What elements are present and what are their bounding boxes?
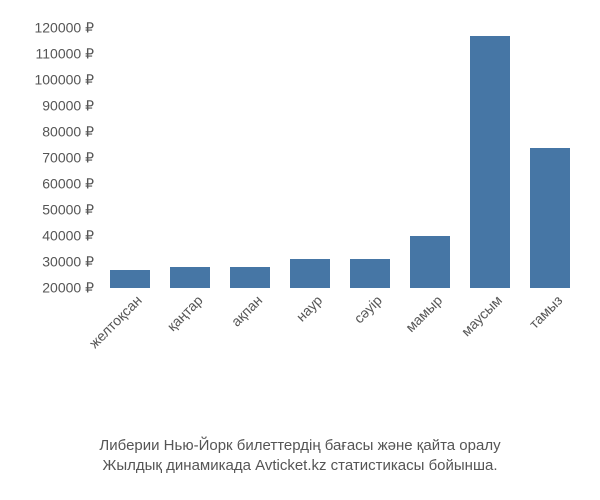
y-tick-label: 110000 ₽	[36, 46, 94, 63]
x-axis: желтоқсанқаңтарақпаннаурсәуірмамырмаусым…	[100, 292, 580, 392]
y-tick-label: 120000 ₽	[34, 20, 94, 37]
bar	[530, 148, 570, 288]
x-tick-label: тамыз	[526, 292, 566, 332]
x-tick-label: желтоқсан	[86, 292, 145, 351]
bar	[230, 267, 270, 288]
x-tick-label: мамыр	[402, 292, 445, 335]
x-tick-label: наур	[293, 292, 326, 325]
y-tick-label: 50000 ₽	[42, 202, 94, 219]
bar	[290, 259, 330, 288]
y-tick-label: 100000 ₽	[34, 72, 94, 89]
y-tick-label: 60000 ₽	[42, 176, 94, 193]
y-tick-label: 30000 ₽	[42, 254, 94, 271]
y-tick-label: 90000 ₽	[42, 98, 94, 115]
y-tick-label: 40000 ₽	[42, 228, 94, 245]
bar	[350, 259, 390, 288]
y-axis: 20000 ₽30000 ₽40000 ₽50000 ₽60000 ₽70000…	[0, 28, 100, 288]
y-tick-label: 80000 ₽	[42, 124, 94, 141]
x-tick-label: маусым	[458, 292, 505, 339]
bar	[170, 267, 210, 288]
x-tick-label: сәуір	[351, 292, 385, 326]
price-chart: 20000 ₽ 30000 ₽ 40000 ₽ 50000 ₽ 60000 ₽ 70000…	[0, 20, 600, 400]
x-tick-label: қаңтар	[163, 292, 205, 334]
bar	[410, 236, 450, 288]
y-tick-label: 20000 ₽	[42, 280, 94, 297]
y-tick-label: 70000 ₽	[42, 150, 94, 167]
bar	[110, 270, 150, 288]
caption-line-1: Либерии Нью-Йорк билеттердің бағасы және…	[0, 436, 600, 456]
bar	[470, 36, 510, 288]
caption-line-2: Жылдық динамикада Avticket.kz статистика…	[0, 456, 600, 476]
x-tick-label: ақпан	[228, 292, 265, 329]
plot-area	[100, 28, 580, 288]
bars-container	[100, 28, 580, 288]
chart-caption: Либерии Нью-Йорк билеттердің бағасы және…	[0, 436, 600, 477]
